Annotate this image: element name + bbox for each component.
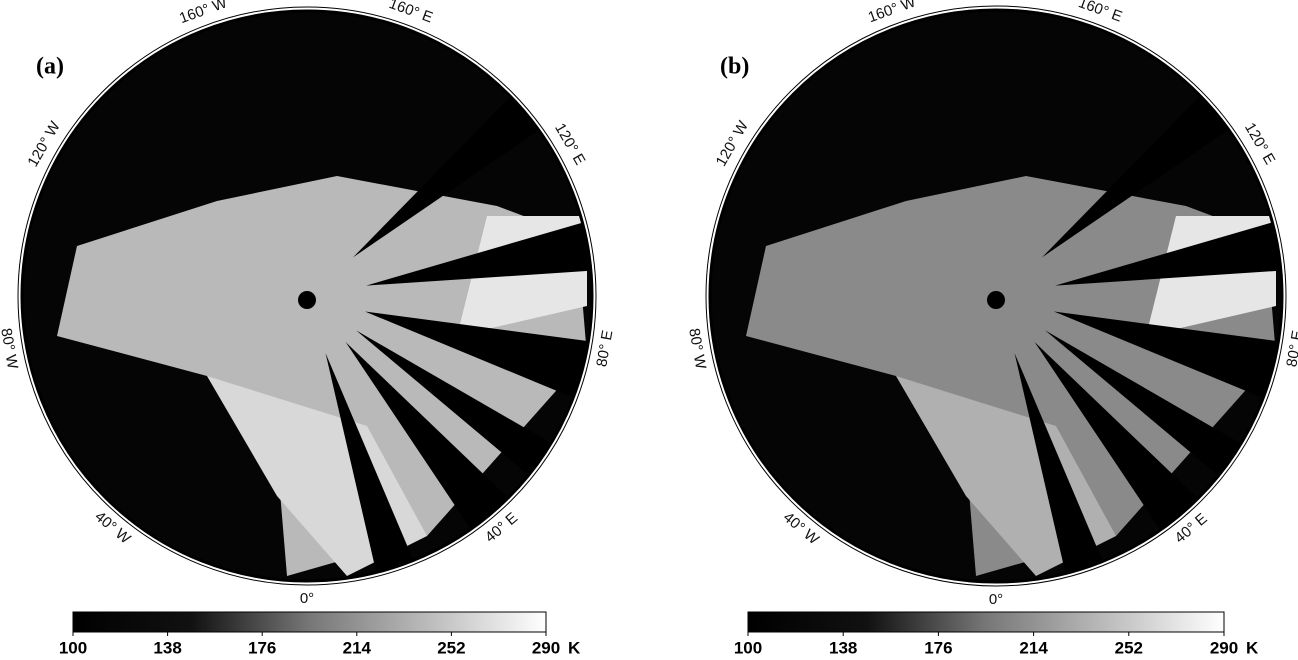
pole-hole bbox=[298, 291, 316, 309]
colorbar-unit: K bbox=[568, 638, 581, 657]
longitude-label: 80° E bbox=[593, 329, 616, 368]
colorbar-tick-label: 252 bbox=[437, 638, 465, 657]
longitude-label: 80° E bbox=[1283, 329, 1298, 368]
longitude-label: 160° E bbox=[1076, 0, 1124, 26]
colorbar-tick-label: 138 bbox=[153, 638, 181, 657]
longitude-label: 0° bbox=[300, 590, 314, 607]
longitude-label: 80° W bbox=[685, 327, 709, 371]
colorbar-tick-label: 138 bbox=[829, 638, 857, 657]
colorbar-tick-label: 100 bbox=[734, 638, 762, 657]
colorbar-tick-label: 290 bbox=[532, 638, 560, 657]
panel-label: (b) bbox=[720, 54, 749, 80]
pole-hole bbox=[987, 291, 1005, 309]
figure: (a)0°40° E80° E120° E160° E160° W120° W8… bbox=[0, 0, 1298, 660]
colorbar bbox=[73, 612, 546, 632]
colorbar-tick-label: 176 bbox=[248, 638, 276, 657]
colorbar-tick-label: 100 bbox=[59, 638, 87, 657]
colorbar bbox=[748, 612, 1224, 632]
colorbar-tick-label: 214 bbox=[343, 638, 372, 657]
colorbar-tick-label: 252 bbox=[1115, 638, 1143, 657]
colorbar-tick-label: 290 bbox=[1210, 638, 1238, 657]
colorbar-unit: K bbox=[1246, 638, 1259, 657]
longitude-label: 160° E bbox=[387, 0, 435, 26]
colorbar-tick-label: 176 bbox=[924, 638, 952, 657]
longitude-label: 80° W bbox=[0, 327, 21, 371]
colorbar-tick-label: 214 bbox=[1019, 638, 1048, 657]
panel-label: (a) bbox=[36, 54, 64, 80]
longitude-label: 0° bbox=[989, 591, 1003, 608]
